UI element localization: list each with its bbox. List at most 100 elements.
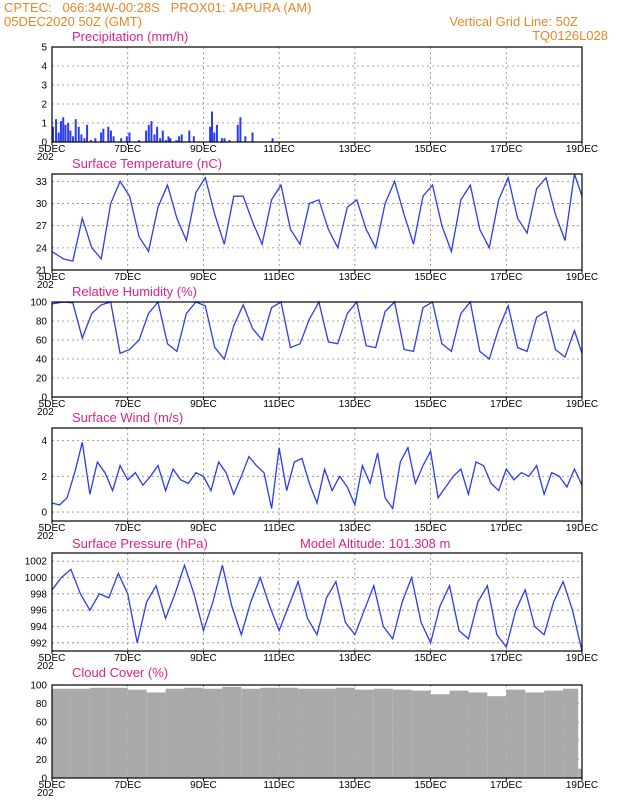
y-tick-label: 80 (36, 699, 48, 710)
cloud-bar (373, 688, 393, 778)
x-tick-label: 15DEC (414, 272, 446, 283)
panel-title: Surface Wind (m/s) (72, 410, 183, 425)
cloud-bar (411, 690, 431, 778)
x-year-label: 202 (37, 661, 54, 672)
y-tick-label: 0 (41, 508, 47, 519)
y-tick-label: 2 (41, 100, 47, 111)
x-tick-label: 7DEC (114, 272, 141, 283)
cloud-bar (222, 686, 242, 778)
x-tick-label: 19DEC (566, 523, 598, 534)
y-tick-label: 27 (36, 221, 48, 232)
x-tick-label: 19DEC (566, 272, 598, 283)
y-tick-label: 5 (41, 43, 47, 54)
precip-bar (86, 124, 89, 142)
cloud-bar (487, 696, 507, 778)
x-tick-label: 5DEC (39, 144, 66, 155)
precip-bar (169, 138, 172, 142)
x-tick-label: 7DEC (114, 523, 141, 534)
precip-bar (89, 140, 92, 142)
y-tick-label: 0 (41, 774, 47, 785)
x-tick-label: 11DEC (263, 399, 295, 410)
x-tick-label: 13DEC (339, 144, 371, 155)
y-tick-label: 1002 (25, 557, 48, 568)
x-tick-label: 11DEC (263, 780, 295, 791)
y-tick-label: 1 (41, 119, 47, 130)
panel-frame (51, 684, 583, 779)
x-year-label: 202 (37, 788, 54, 799)
y-tick-label: 100 (30, 298, 47, 309)
precip-bar (83, 138, 86, 142)
precip-bar (59, 121, 62, 142)
panel-frame (51, 301, 583, 398)
precip-bar (220, 138, 223, 142)
x-year-label: 202 (37, 280, 54, 291)
y-tick-label: 20 (36, 374, 48, 385)
panel-title: Surface Temperature (nC) (72, 156, 222, 171)
x-tick-label: 5DEC (39, 399, 66, 410)
cloud-bar (298, 688, 317, 778)
precip-bar (80, 134, 83, 142)
precip-bar (236, 124, 239, 142)
x-tick-label: 11DEC (263, 523, 295, 534)
cloud-bar (506, 689, 526, 778)
panel-frame (51, 427, 583, 522)
precip-bar (55, 119, 58, 142)
x-tick-label: 15DEC (414, 523, 446, 534)
precip-bar (164, 140, 167, 142)
x-tick-label: 9DEC (190, 144, 217, 155)
precip-bar (244, 136, 247, 142)
cloud-bar (108, 687, 128, 778)
cloud-bar (317, 688, 336, 778)
x-tick-label: 7DEC (114, 399, 141, 410)
series-line (51, 300, 583, 361)
y-tick-label: 60 (36, 336, 48, 347)
x-tick-label: 17DEC (490, 523, 522, 534)
precip-bar (112, 136, 115, 142)
x-tick-label: 9DEC (190, 653, 217, 664)
precip-bar (239, 117, 242, 142)
panel-frame (51, 173, 583, 271)
x-tick-label: 19DEC (566, 653, 598, 664)
panel-0 (51, 46, 583, 145)
precip-bar (100, 132, 103, 142)
x-tick-label: 5DEC (39, 272, 66, 283)
panel-title: Surface Pressure (hPa) (72, 536, 208, 551)
y-tick-label: 60 (36, 718, 48, 729)
precip-bar (211, 111, 213, 142)
x-tick-label: 15DEC (414, 144, 446, 155)
panel-frame (51, 46, 583, 143)
precip-bar (72, 136, 75, 142)
precip-bar (147, 124, 150, 142)
y-tick-label: 100 (30, 681, 47, 692)
precip-bar (52, 126, 54, 142)
cloud-bar (203, 688, 223, 778)
y-tick-label: 20 (36, 755, 48, 766)
precip-bar (77, 126, 80, 142)
y-tick-label: 994 (30, 622, 47, 633)
precip-bar (161, 130, 164, 142)
precip-bar (109, 130, 112, 142)
x-tick-label: 5DEC (39, 653, 66, 664)
x-tick-label: 9DEC (190, 272, 217, 283)
x-tick-label: 5DEC (39, 523, 66, 534)
precip-bar (180, 134, 183, 142)
precip-bar (167, 136, 170, 142)
x-year-label: 202 (37, 152, 54, 163)
x-year-label: 202 (37, 407, 54, 418)
precip-bar (128, 132, 131, 142)
precip-bar (192, 136, 195, 142)
x-tick-label: 17DEC (490, 272, 522, 283)
x-tick-label: 15DEC (414, 399, 446, 410)
cloud-bar (89, 687, 109, 778)
x-tick-label: 7DEC (114, 780, 141, 791)
header-date: 05DEC2020 50Z (GMT) (4, 14, 142, 29)
cloud-bar (241, 688, 261, 778)
y-tick-label: 0 (41, 393, 47, 404)
x-tick-label: 5DEC (39, 780, 66, 791)
y-tick-label: 4 (41, 436, 47, 447)
x-tick-label: 9DEC (190, 523, 217, 534)
precip-bar (137, 140, 140, 142)
precip-bar (145, 130, 148, 142)
precip-bar (94, 138, 97, 142)
cloud-bar (449, 690, 469, 778)
